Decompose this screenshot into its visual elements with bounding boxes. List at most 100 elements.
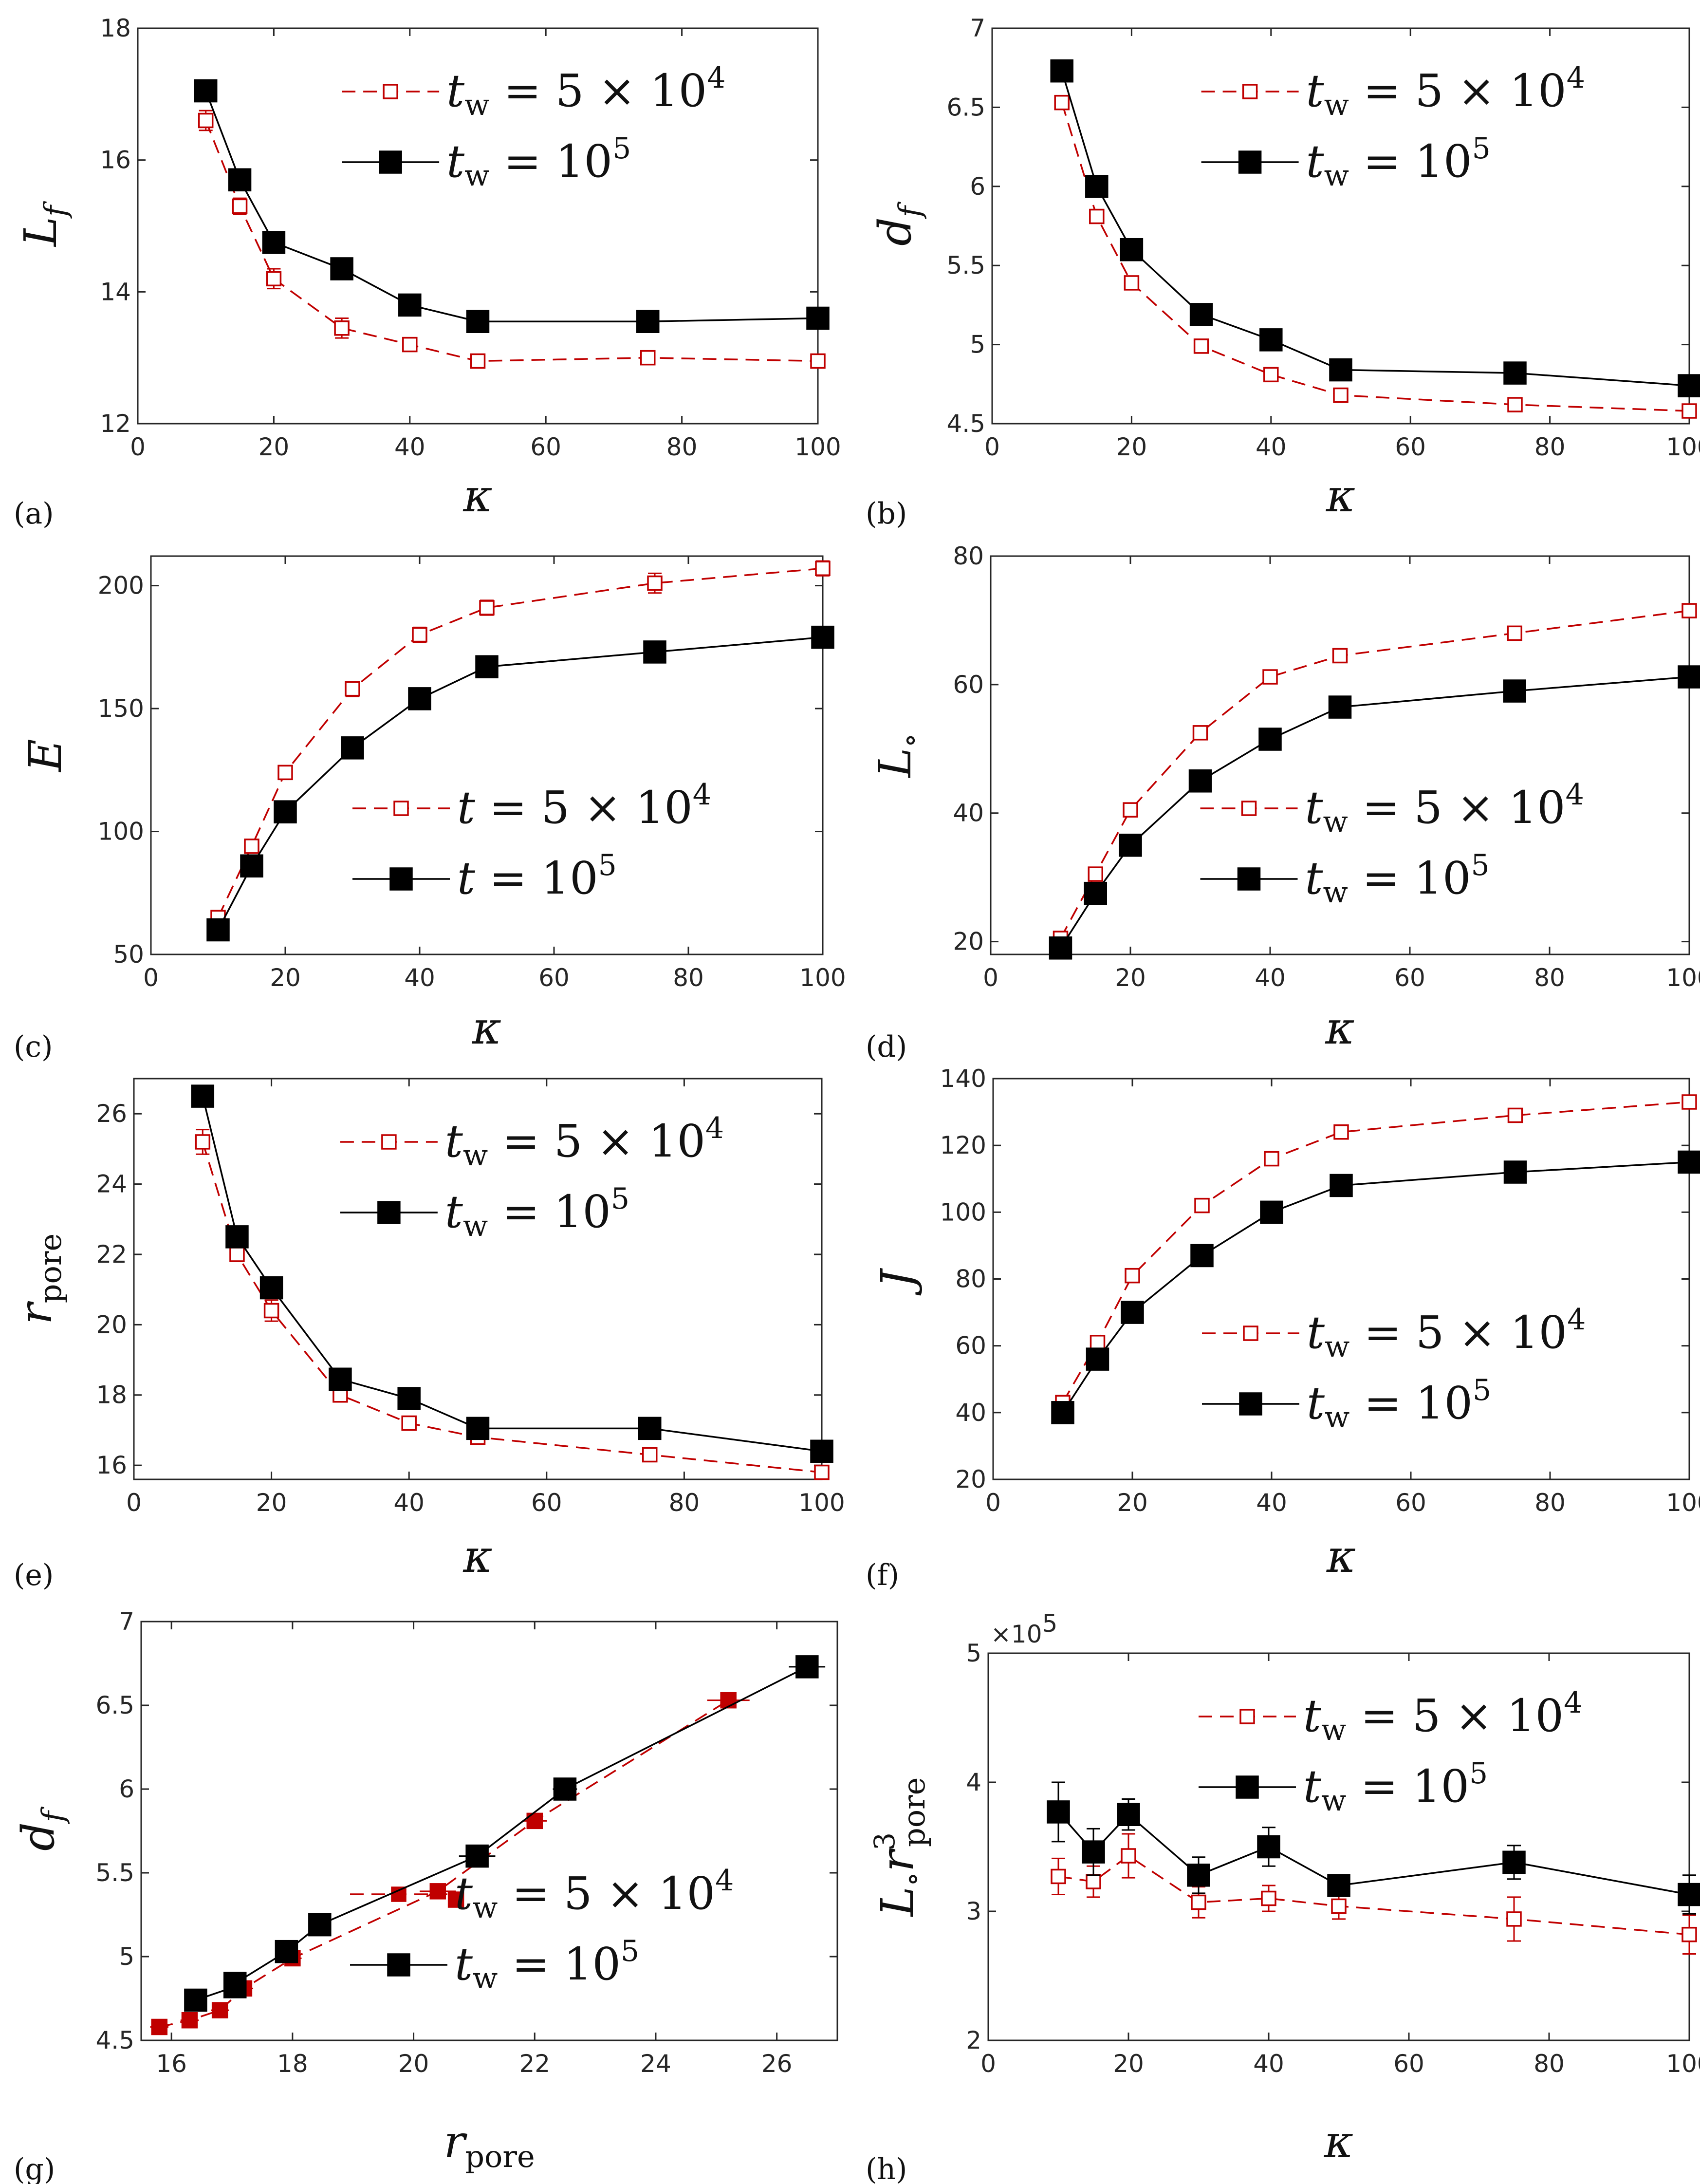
data-point (191, 1084, 215, 1108)
x-tick-label: 100 (1666, 433, 1700, 461)
legend-marker (381, 1134, 397, 1150)
x-tick-label: 0 (143, 964, 159, 992)
data-point (1050, 59, 1073, 83)
x-tick-label: 80 (666, 433, 698, 461)
data-point (401, 1415, 417, 1431)
data-point (640, 350, 656, 366)
legend-entry: tw = 105 (350, 1934, 639, 1996)
series-tw-1e5 (1049, 665, 1700, 960)
y-axis-label: Lf (15, 201, 73, 247)
data-point (198, 112, 214, 129)
data-point (1678, 374, 1700, 397)
data-point (1121, 1848, 1136, 1864)
series-tw-1e5 (1047, 1781, 1700, 1915)
data-point (397, 1387, 421, 1410)
y-tick-label: 150 (98, 694, 144, 723)
data-point (151, 2018, 168, 2035)
y-axis-label: df (12, 1806, 71, 1851)
panel-label: (e) (14, 1558, 54, 1592)
data-point (1503, 679, 1526, 703)
y-tick-label: 4.5 (946, 410, 985, 438)
data-point (1194, 1197, 1210, 1213)
data-point (1090, 1335, 1106, 1350)
y-tick-label: 6.5 (946, 93, 985, 121)
legend-marker (1238, 150, 1262, 174)
y-tick-label: 26 (96, 1100, 127, 1128)
y-tick-label: 5 (119, 1942, 134, 1971)
y-tick-label: 80 (953, 542, 984, 570)
data-point (1507, 397, 1523, 412)
panel-label: (g) (14, 2152, 55, 2184)
y-tick-label: 60 (955, 1332, 986, 1360)
x-tick-label: 40 (393, 1489, 425, 1517)
x-tick-label: 100 (1666, 2050, 1700, 2078)
data-point (1258, 728, 1282, 751)
legend-marker (377, 1201, 401, 1224)
x-axis-label: κ (462, 470, 492, 522)
series-line (1058, 1854, 1690, 1936)
legend-marker (379, 150, 402, 174)
legend-entry: t = 105 (352, 848, 617, 904)
data-point (466, 310, 490, 333)
x-tick-label: 60 (538, 964, 570, 992)
data-point (1121, 1301, 1144, 1324)
axes-frame (991, 27, 1690, 425)
data-point (1260, 1200, 1283, 1224)
legend-entry: tw = 105 (1202, 1373, 1491, 1435)
x-tick-label: 80 (1534, 2050, 1565, 2078)
data-point (1088, 866, 1103, 882)
x-tick-label: 20 (1116, 433, 1147, 461)
data-point (244, 839, 259, 854)
y-tick-label: 7 (119, 1607, 134, 1636)
data-point (329, 1367, 352, 1391)
data-point (470, 353, 486, 369)
x-tick-label: 100 (1666, 1489, 1700, 1517)
x-tick-label: 60 (1395, 1489, 1426, 1517)
data-point (1189, 303, 1213, 326)
data-point (1328, 695, 1352, 719)
data-point (636, 310, 660, 333)
axes-frame (987, 1652, 1690, 2041)
data-point (814, 1464, 830, 1480)
y-tick-label: 40 (955, 1399, 986, 1427)
x-tick-label: 20 (398, 2050, 429, 2078)
data-point (1193, 338, 1209, 354)
x-tick-label: 100 (798, 1489, 845, 1517)
data-point (240, 854, 263, 877)
data-point (1086, 1347, 1109, 1371)
data-point (232, 198, 248, 214)
data-point (475, 655, 499, 678)
data-point (465, 1844, 489, 1868)
legend-label: tw = 105 (1303, 1756, 1488, 1818)
legend-label: tw = 5 × 104 (1305, 778, 1584, 839)
y-tick-label: 16 (96, 1451, 127, 1479)
data-point (330, 257, 353, 280)
series-line (1059, 610, 1690, 939)
series-tw-1e5 (194, 79, 830, 333)
y-tick-label: 40 (953, 799, 984, 827)
data-point (266, 271, 282, 287)
x-tick-label: 100 (795, 433, 841, 461)
legend-entry: tw = 105 (342, 131, 631, 193)
y-tick-label: 24 (96, 1170, 127, 1198)
data-point (229, 1247, 245, 1262)
x-axis-label: κ (1326, 1531, 1356, 1583)
series-tw-1e5 (1050, 59, 1700, 397)
x-tick-label: 18 (277, 2050, 308, 2078)
series-tw-5e4 (1055, 1094, 1697, 1411)
data-point (1119, 833, 1142, 857)
x-tick-label: 24 (640, 2050, 671, 2078)
data-point (1264, 1151, 1279, 1167)
series-tw-5e4 (1054, 94, 1697, 419)
x-tick-label: 20 (1113, 2050, 1144, 2078)
legend-marker (1239, 1709, 1255, 1724)
x-tick-label: 100 (1666, 964, 1700, 992)
legend-label: tw = 105 (1306, 131, 1491, 193)
data-point (334, 320, 350, 336)
data-point (1678, 1883, 1700, 1906)
data-point (647, 575, 663, 591)
x-tick-label: 40 (394, 433, 425, 461)
y-tick-label: 4.5 (95, 2026, 134, 2054)
data-point (815, 560, 831, 576)
y-tick-label: 100 (940, 1198, 986, 1226)
